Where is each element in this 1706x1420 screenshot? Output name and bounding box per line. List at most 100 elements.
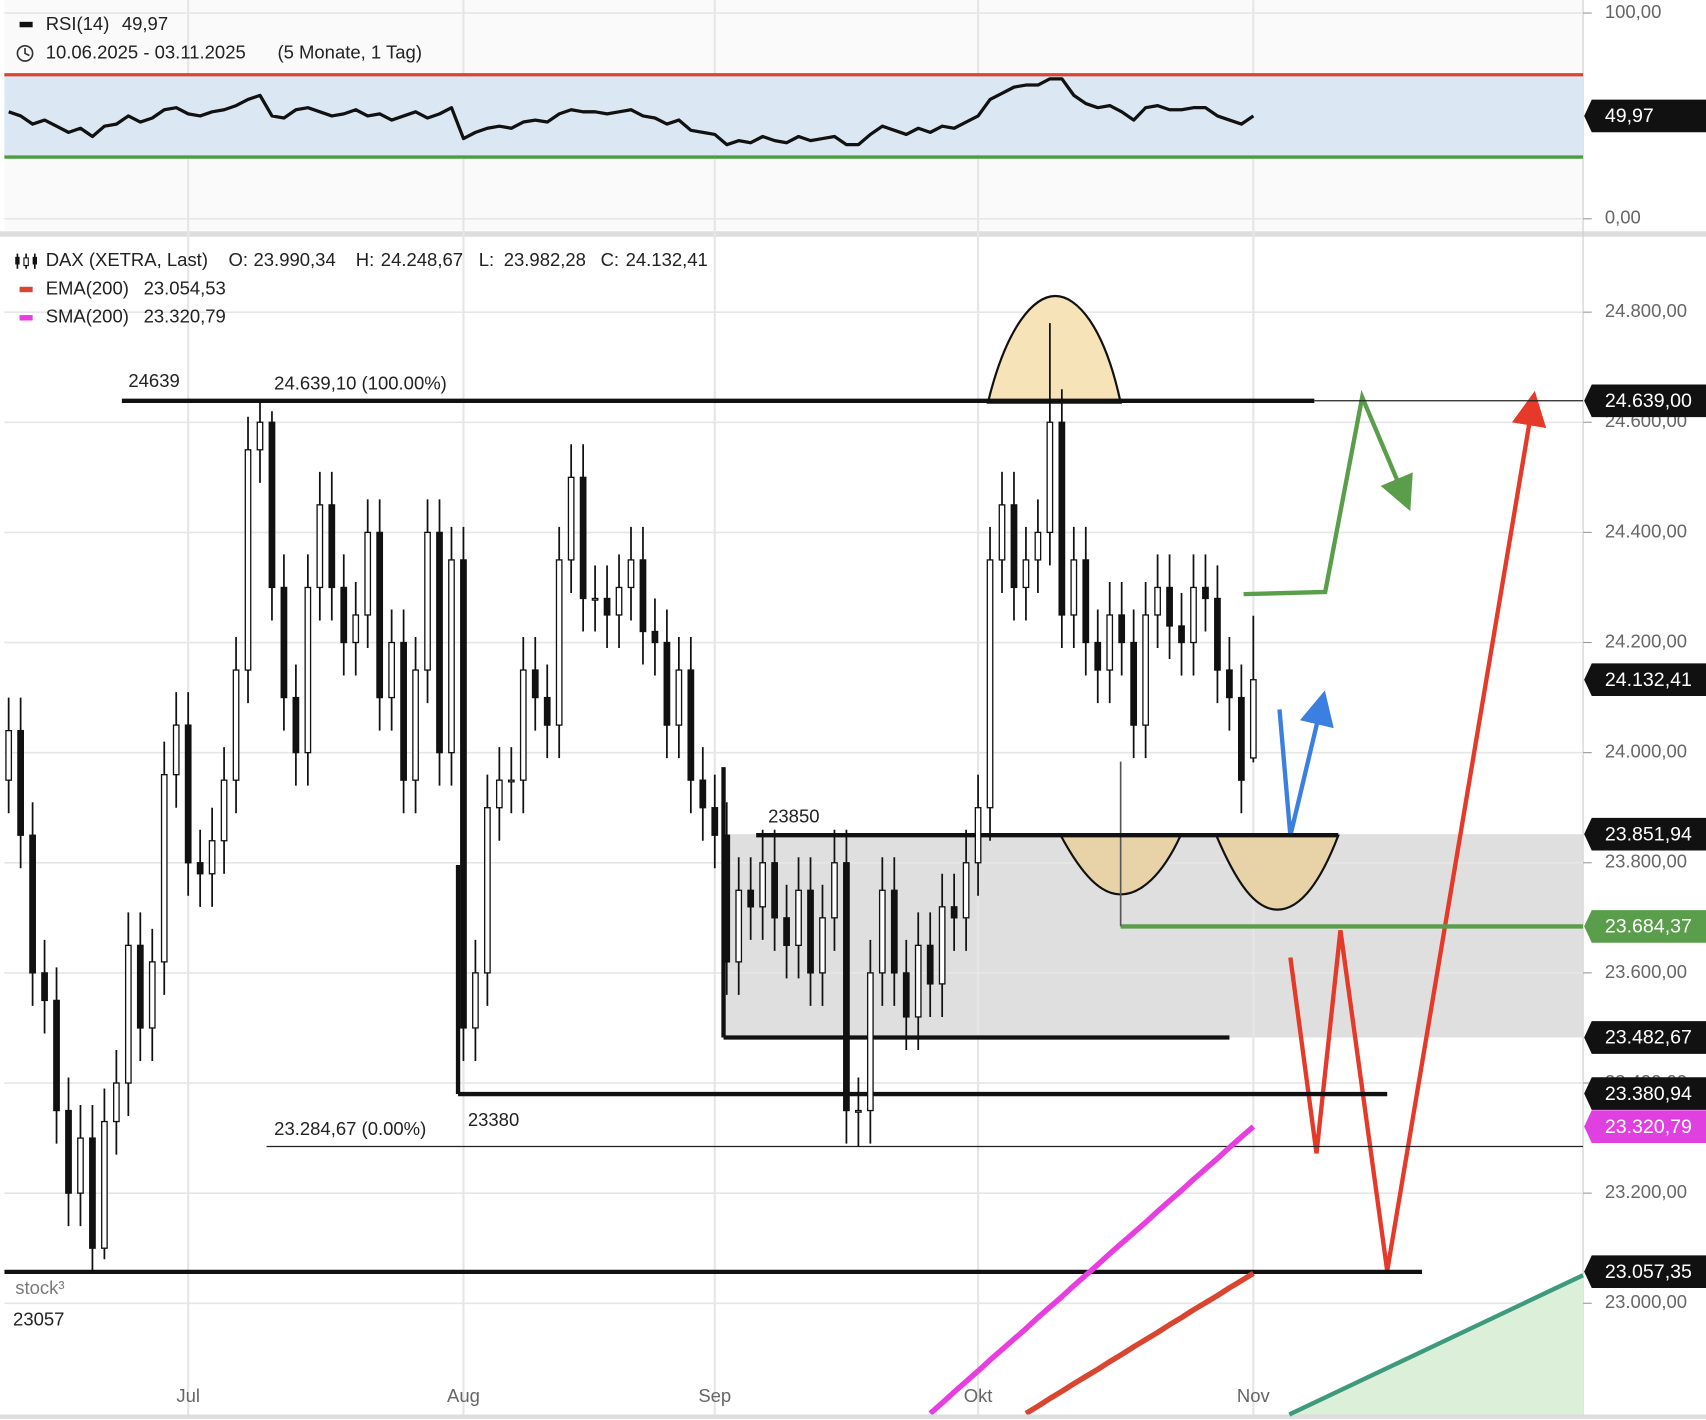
candle-body — [627, 559, 635, 589]
rsi-badge: 49,97 — [1584, 99, 1706, 133]
candle-body — [448, 559, 455, 754]
ma-legend-value: 23.054,53 — [144, 277, 226, 298]
y-tick-label: 24.200,00 — [1605, 630, 1687, 651]
x-tick-label: Jul — [176, 1385, 200, 1406]
candle-body — [855, 1109, 862, 1113]
price-badge: 23.482,67 — [1584, 1021, 1706, 1054]
candle-body — [77, 1137, 84, 1194]
price-badge: 23.320,79 — [1584, 1110, 1706, 1143]
ma-legend-icon — [19, 286, 33, 293]
candle-body — [400, 641, 407, 781]
candle-body — [1058, 421, 1066, 616]
ma-legend-name: EMA(200) — [46, 277, 129, 298]
icon-body — [15, 256, 20, 265]
candle-body — [364, 531, 372, 616]
candle-body — [472, 972, 479, 1029]
candle-body — [65, 1109, 72, 1194]
rsi-legend-value: 49,97 — [122, 13, 168, 34]
price-badge-box — [1584, 663, 1706, 697]
price-badge-box — [1584, 1110, 1706, 1143]
candle-body — [986, 559, 994, 809]
candle-body — [543, 696, 551, 726]
ma-legend-icon — [19, 315, 33, 321]
x-tick-label: Nov — [1237, 1385, 1271, 1406]
price-badge-text: 23.380,94 — [1605, 1083, 1692, 1105]
price-badge: 24.132,41 — [1584, 663, 1706, 697]
x-tick-label: Aug — [447, 1385, 480, 1406]
level-label: 23057 — [13, 1309, 64, 1330]
candle-body — [615, 586, 623, 616]
candle-body — [160, 774, 168, 963]
candle-body — [938, 906, 946, 985]
rsi-badge-text: 49,97 — [1605, 105, 1654, 127]
candle-body — [101, 1120, 108, 1249]
price-badge-text: 24.132,41 — [1605, 669, 1692, 691]
candle-body — [651, 630, 659, 644]
rsi-badge-box — [1584, 99, 1706, 133]
candle-body — [304, 586, 312, 754]
candle-body — [184, 724, 192, 864]
candle-body — [723, 834, 731, 963]
candle-body — [1142, 614, 1149, 726]
candle-body — [831, 862, 838, 919]
candle-body — [878, 889, 886, 974]
rsi-tick-label: 0,00 — [1605, 207, 1641, 228]
price-badge-text: 23.851,94 — [1605, 823, 1692, 845]
candle-body — [507, 779, 515, 783]
candle-body — [256, 421, 264, 451]
candle-body — [819, 917, 826, 974]
candle-body — [1118, 614, 1126, 644]
x-tick-label: Sep — [698, 1385, 731, 1406]
candle-body — [340, 586, 348, 644]
rsi-legend-icon — [19, 21, 33, 28]
candle-body — [112, 1082, 120, 1123]
price-badge-box — [1584, 384, 1706, 418]
period: 10.06.2025 - 03.11.2025 — [46, 41, 246, 62]
price-badge: 24.639,00 — [1584, 384, 1706, 418]
price-badge-text: 23.057,35 — [1605, 1261, 1692, 1283]
ma-legend: EMA(200) 23.054,53 SMA(200) 23.320,79 — [19, 277, 226, 327]
candle-body — [735, 889, 743, 963]
candle-body — [1249, 679, 1257, 759]
candle-body — [866, 972, 874, 1112]
candle-body — [53, 999, 60, 1112]
chart-title: DAX (XETRA, Last) — [46, 249, 208, 270]
ma-legend-name: SMA(200) — [46, 306, 129, 327]
candle-body — [998, 504, 1006, 561]
readout-value: 24.132,41 — [626, 249, 708, 270]
candle-body — [663, 641, 671, 726]
trend-line — [1288, 1273, 1584, 1417]
candle-body — [759, 862, 767, 908]
bowl-right — [1214, 834, 1340, 911]
candle-body — [711, 807, 719, 836]
y-tick-label: 24.800,00 — [1605, 300, 1687, 321]
candle-body — [783, 917, 790, 947]
candle-body — [519, 669, 527, 781]
ma-legend-value: 23.320,79 — [144, 306, 226, 327]
candle-body — [244, 449, 252, 671]
candle-body — [771, 862, 778, 919]
fib-label: 23.284,67 (0.00%) — [274, 1118, 426, 1139]
arrow-red — [1288, 390, 1547, 1272]
x-tick-label: Okt — [964, 1385, 993, 1406]
watermark: stock³ — [15, 1277, 64, 1298]
fib-label: 24.639,10 (100.00%) — [274, 372, 447, 393]
candle-body — [388, 641, 396, 699]
candle-body — [926, 944, 934, 985]
candle-body — [172, 724, 180, 776]
arrow-green — [1243, 389, 1413, 597]
candle-body — [1106, 614, 1114, 671]
candle-body — [1094, 641, 1102, 671]
candle-body — [1130, 641, 1138, 726]
candle-body — [687, 669, 695, 781]
candle-icon — [15, 253, 37, 269]
candle-body — [268, 421, 276, 589]
price-badge-box — [1584, 1021, 1706, 1054]
candle-body — [1178, 625, 1185, 644]
ma-line — [928, 1124, 1256, 1415]
rsi-line — [8, 77, 1255, 147]
candle-body — [1082, 559, 1090, 644]
candle-body — [962, 862, 970, 919]
candle-body — [148, 961, 156, 1029]
